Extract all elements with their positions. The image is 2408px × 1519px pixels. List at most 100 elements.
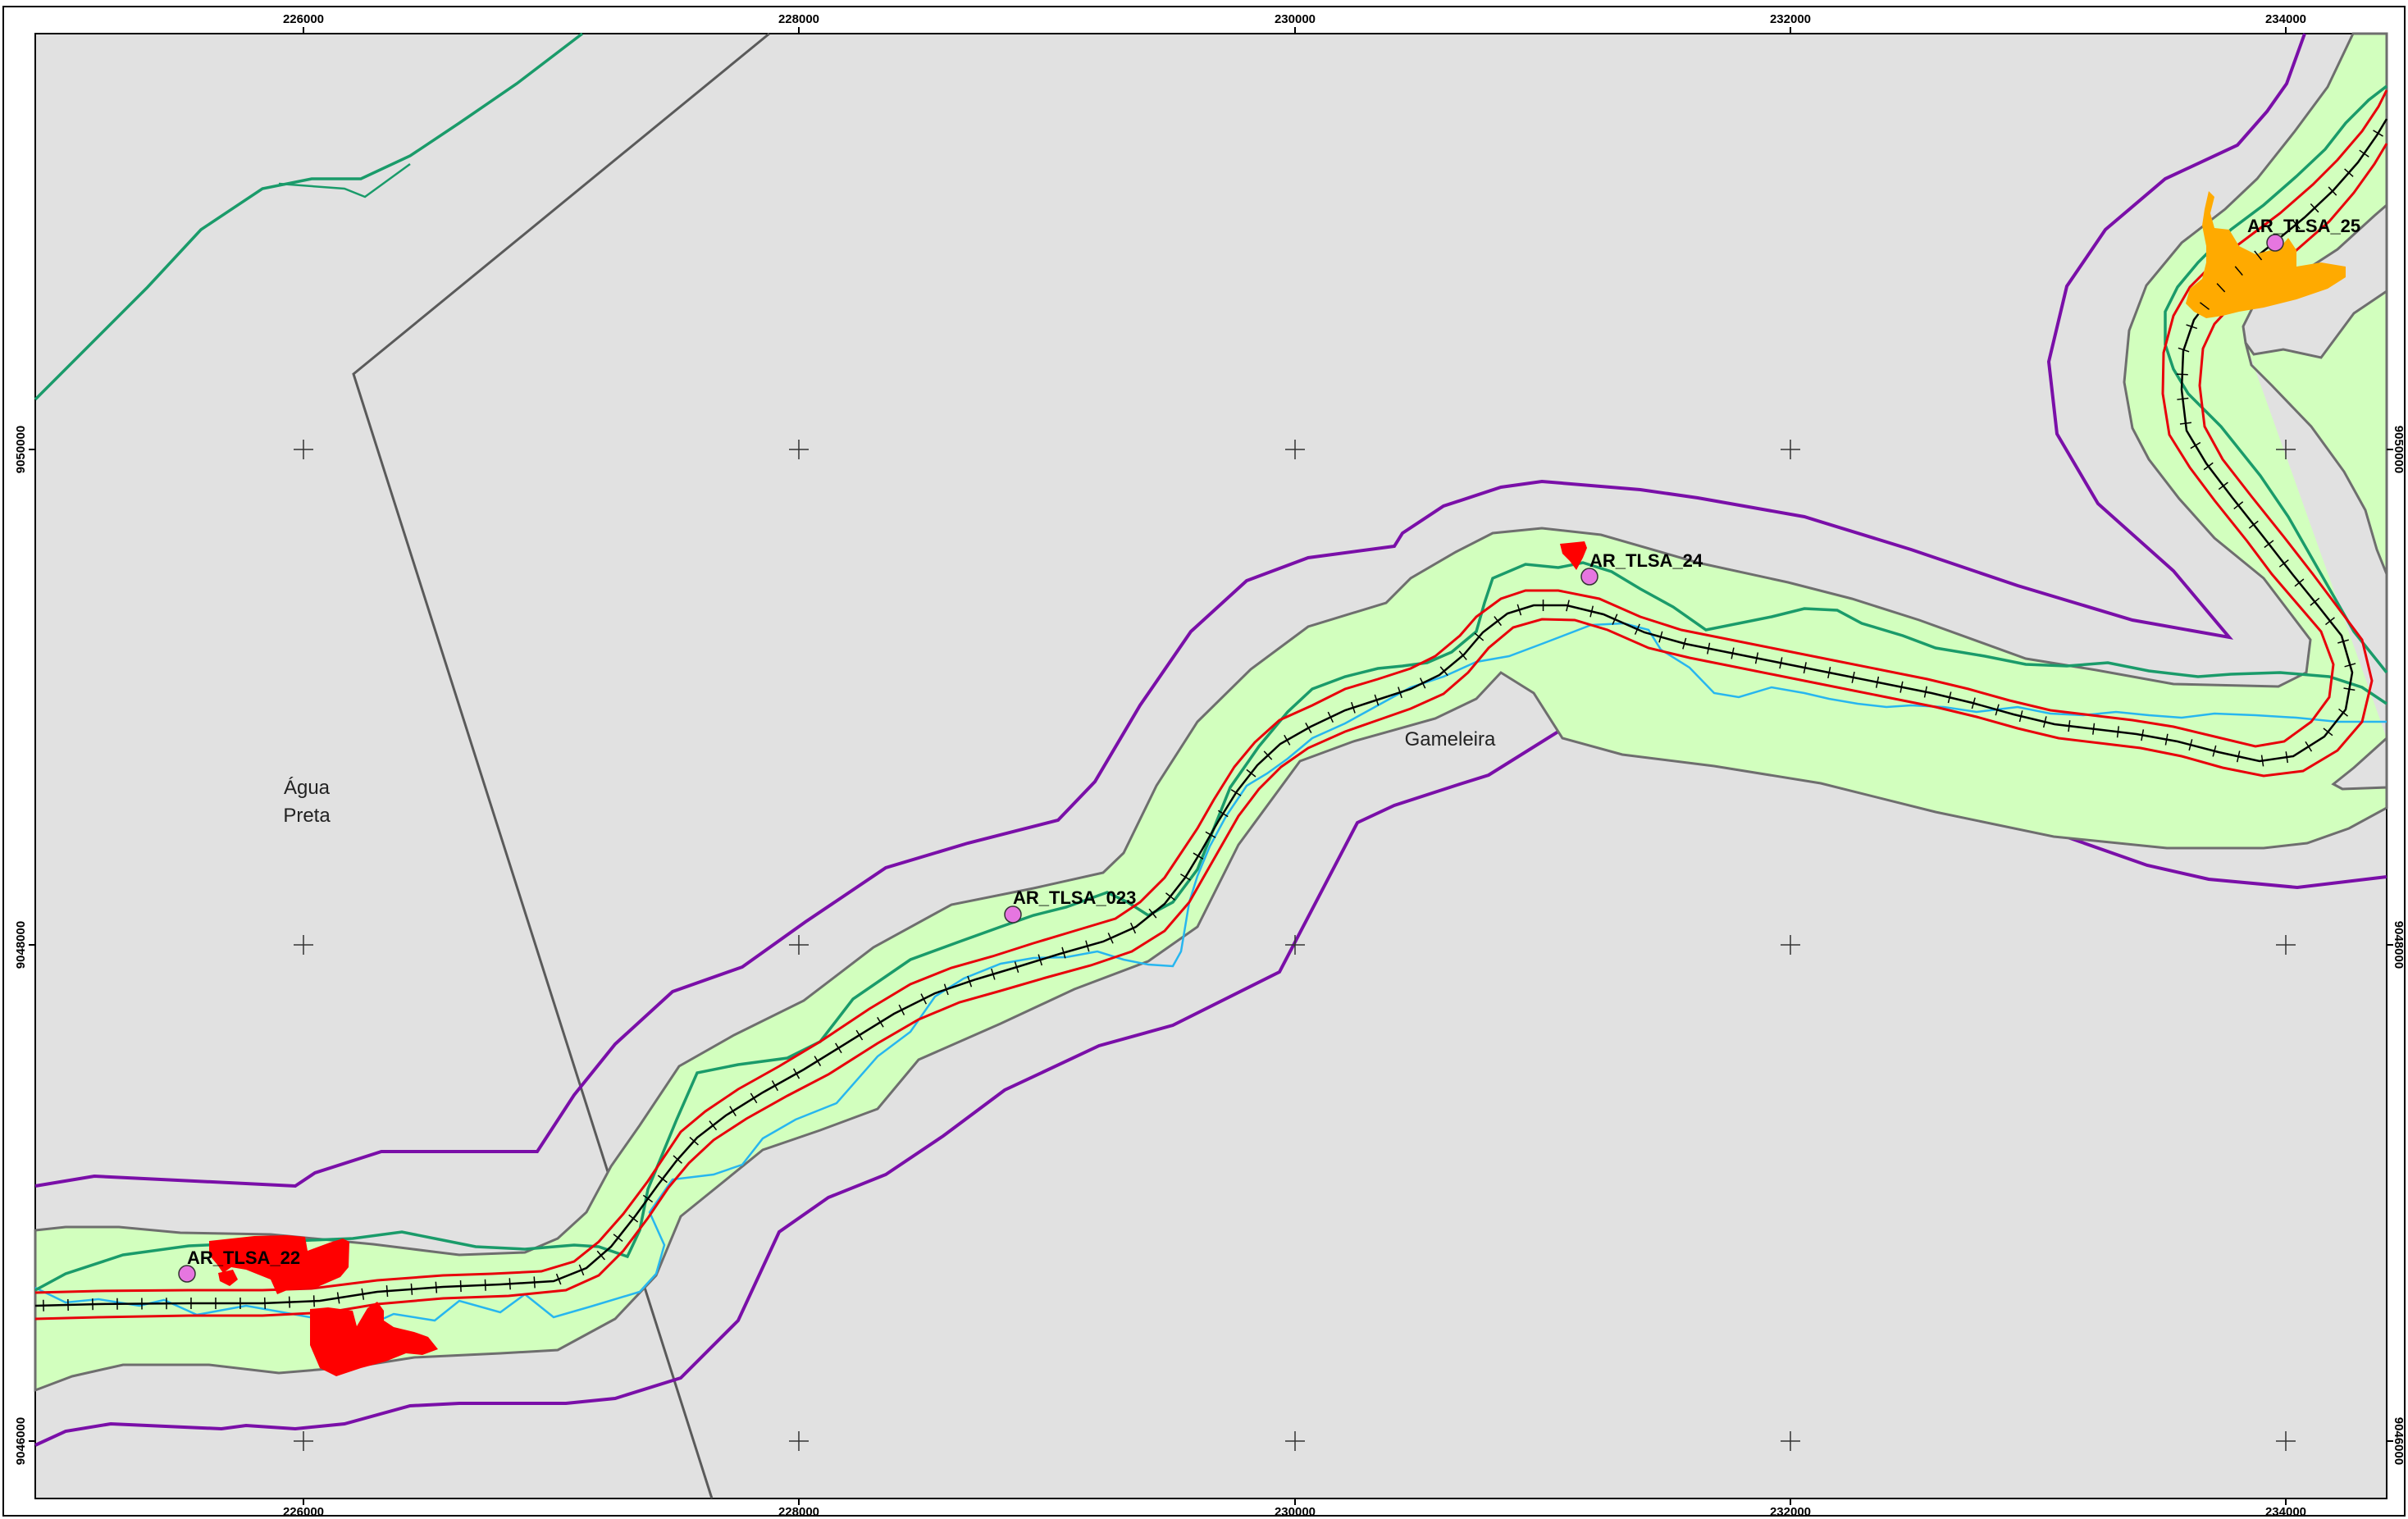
- railway-tie: [1899, 681, 1904, 693]
- railway-tie: [2328, 186, 2337, 196]
- map-content: AR_TLSA_22 AR_TLSA_023 AR_TLSA_24 AR_TLS…: [34, 32, 2388, 1499]
- railway-tie: [2186, 324, 2198, 330]
- railway-tie: [2305, 741, 2313, 752]
- railway-tie: [1779, 657, 1783, 669]
- railway-tie: [2292, 219, 2301, 230]
- railway-tie: [2337, 639, 2349, 644]
- red-area-small: [218, 1270, 238, 1286]
- railway-tie: [2218, 481, 2228, 490]
- grid-cross: [1781, 1431, 1800, 1451]
- railway-tie: [555, 1273, 562, 1285]
- y-tick-right-9046000: 9046000: [2392, 1417, 2406, 1465]
- railway-tie: [2236, 750, 2241, 763]
- grid-cross: [1781, 935, 1800, 955]
- x-tick-top-232000: 232000: [1770, 12, 1811, 26]
- railway-tie: [2203, 462, 2214, 471]
- railway-tie: [1923, 686, 1927, 698]
- railway-tie: [628, 1214, 639, 1223]
- railway-tie: [613, 1234, 623, 1243]
- railway-tie: [484, 1279, 486, 1291]
- railway-tie: [2212, 745, 2217, 757]
- railway-tie: [1230, 789, 1242, 796]
- place-label-gameleira: Gameleira: [1405, 728, 1496, 750]
- railway-tie: [1682, 637, 1687, 650]
- x-tick-bottom-230000: 230000: [1275, 1505, 1316, 1519]
- railway-tie: [2092, 723, 2096, 735]
- railway-tie: [2042, 716, 2047, 728]
- site-marker-24: [1580, 568, 1598, 586]
- railway-tie: [642, 1194, 654, 1203]
- x-tick-bottom-234000: 234000: [2265, 1505, 2306, 1519]
- railway-tie: [385, 1285, 389, 1298]
- railway-tie: [877, 1016, 884, 1028]
- grid-crosses: [294, 440, 2296, 1451]
- railway-tie: [771, 1080, 778, 1092]
- x-tick-top-234000: 234000: [2265, 12, 2306, 26]
- x-tick-bottom-232000: 232000: [1770, 1505, 1811, 1519]
- grid-cross: [2276, 440, 2296, 459]
- railway-tie: [1612, 614, 1618, 625]
- railway-tie: [1458, 650, 1467, 660]
- x-tick-bottom-226000: 226000: [283, 1505, 324, 1519]
- railway-tie: [596, 1250, 605, 1261]
- railway-tie: [1803, 662, 1807, 674]
- site-marker-22: [178, 1265, 196, 1283]
- y-tick-right-9050000: 9050000: [2392, 426, 2406, 473]
- railway-tie: [2264, 540, 2274, 549]
- site-label-24: AR_TLSA_24: [1589, 550, 1703, 571]
- municipal-boundary: [352, 32, 770, 1499]
- railway-tie: [1217, 810, 1229, 818]
- railway-tie: [1165, 892, 1175, 901]
- hairpin-gap: [2244, 342, 2388, 791]
- railway-tie: [1516, 604, 1522, 616]
- grid-cross: [2276, 1431, 2296, 1451]
- grid-cross: [1285, 440, 1305, 459]
- railway-tie: [2310, 203, 2319, 213]
- railway-tie: [898, 1004, 905, 1015]
- railway-tie: [920, 993, 927, 1005]
- stream: [34, 622, 2387, 1330]
- site-label-22: AR_TLSA_22: [187, 1248, 300, 1268]
- railway-tie: [2178, 347, 2190, 353]
- railway-tie: [1246, 769, 1256, 778]
- y-axis-right: 9050000 9048000 9046000: [2392, 426, 2406, 1465]
- grid-cross: [1285, 935, 1305, 955]
- railway-tie: [1398, 687, 1402, 699]
- red-area-site-24: [1560, 541, 1587, 570]
- railway-tie: [1707, 642, 1711, 655]
- railway-tie: [2373, 130, 2383, 137]
- railway-tie: [1419, 677, 1426, 689]
- railway-tie: [2343, 687, 2356, 691]
- grid-cross: [294, 935, 313, 955]
- railway-tie: [1107, 933, 1114, 944]
- railway-tie: [361, 1288, 365, 1300]
- railway-tie: [410, 1283, 413, 1295]
- red-area-west-south: [310, 1302, 438, 1376]
- railway-tie: [1589, 605, 1594, 618]
- railway-tie: [2344, 168, 2354, 177]
- railway-tie: [1947, 691, 1952, 704]
- railway-tie: [967, 975, 973, 988]
- y-tick-right-9048000: 9048000: [2392, 921, 2406, 969]
- y-tick-left-9046000: 9046000: [14, 1417, 28, 1465]
- railway-tie: [1439, 666, 1448, 677]
- road-main: [34, 561, 2387, 1292]
- railway-tie: [1754, 652, 1759, 664]
- railway-tie: [729, 1106, 737, 1117]
- railway-tie: [2188, 739, 2193, 751]
- railway-tie: [2323, 728, 2333, 737]
- x-tick-top-228000: 228000: [778, 12, 819, 26]
- buffer-zone: [34, 32, 2388, 1393]
- railway-tie: [312, 1295, 315, 1307]
- railway-tie: [793, 1068, 800, 1079]
- road-northwest-branch: [278, 162, 411, 198]
- railway-tie: [991, 968, 996, 980]
- railway-tie: [1971, 697, 1976, 709]
- railway-tie: [855, 1029, 864, 1041]
- railway-tie: [2164, 733, 2169, 746]
- railway-tie: [2233, 501, 2244, 510]
- railway-tie: [2177, 397, 2189, 400]
- site-marker-023: [1004, 905, 1022, 924]
- railway-tie: [1851, 671, 1855, 683]
